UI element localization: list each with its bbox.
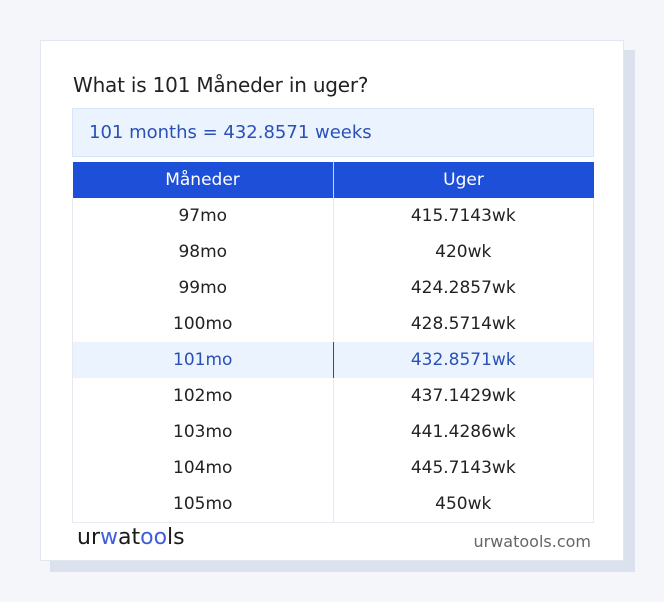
cell-weeks: 415.7143wk: [332, 198, 594, 234]
cell-months: 104mo: [72, 450, 334, 486]
table-row: 97mo 415.7143wk: [72, 198, 594, 234]
table-row: 105mo 450wk: [72, 486, 594, 523]
cell-months: 97mo: [72, 198, 334, 234]
cell-weeks: 428.5714wk: [332, 306, 594, 342]
cell-weeks: 420wk: [332, 234, 594, 270]
result-box: 101 months = 432.8571 weeks: [72, 108, 594, 157]
logo-text: ur: [77, 525, 100, 550]
cell-months: 101mo: [72, 342, 334, 378]
table-header-row: Måneder Uger: [72, 162, 594, 198]
cell-weeks: 445.7143wk: [332, 450, 594, 486]
header-months: Måneder: [72, 162, 334, 198]
table-row-highlighted: 101mo 432.8571wk: [72, 342, 594, 378]
cell-months: 103mo: [72, 414, 334, 450]
cell-weeks: 424.2857wk: [332, 270, 594, 306]
cell-months: 99mo: [72, 270, 334, 306]
cell-weeks: 432.8571wk: [332, 342, 594, 378]
logo-text: w: [100, 525, 118, 550]
cell-months: 102mo: [72, 378, 334, 414]
cell-months: 105mo: [72, 486, 334, 523]
header-weeks: Uger: [333, 162, 594, 198]
table-row: 98mo 420wk: [72, 234, 594, 270]
urwatools-logo: urwatools: [77, 525, 185, 550]
table-row: 102mo 437.1429wk: [72, 378, 594, 414]
table-row: 103mo 441.4286wk: [72, 414, 594, 450]
table-row: 104mo 445.7143wk: [72, 450, 594, 486]
page-title: What is 101 Måneder in uger?: [73, 73, 369, 97]
conversion-table: Måneder Uger 97mo 415.7143wk 98mo 420wk 99…: [72, 162, 594, 523]
logo-text: at: [118, 525, 141, 550]
logo-text: oo: [140, 525, 168, 550]
cell-weeks: 450wk: [332, 486, 594, 523]
table-row: 99mo 424.2857wk: [72, 270, 594, 306]
cell-months: 98mo: [72, 234, 334, 270]
site-url: urwatools.com: [473, 532, 592, 551]
table-row: 100mo 428.5714wk: [72, 306, 594, 342]
cell-weeks: 441.4286wk: [332, 414, 594, 450]
logo-text: ls: [167, 525, 185, 550]
cell-weeks: 437.1429wk: [332, 378, 594, 414]
cell-months: 100mo: [72, 306, 334, 342]
converter-card: What is 101 Måneder in uger? 101 months …: [40, 40, 624, 561]
